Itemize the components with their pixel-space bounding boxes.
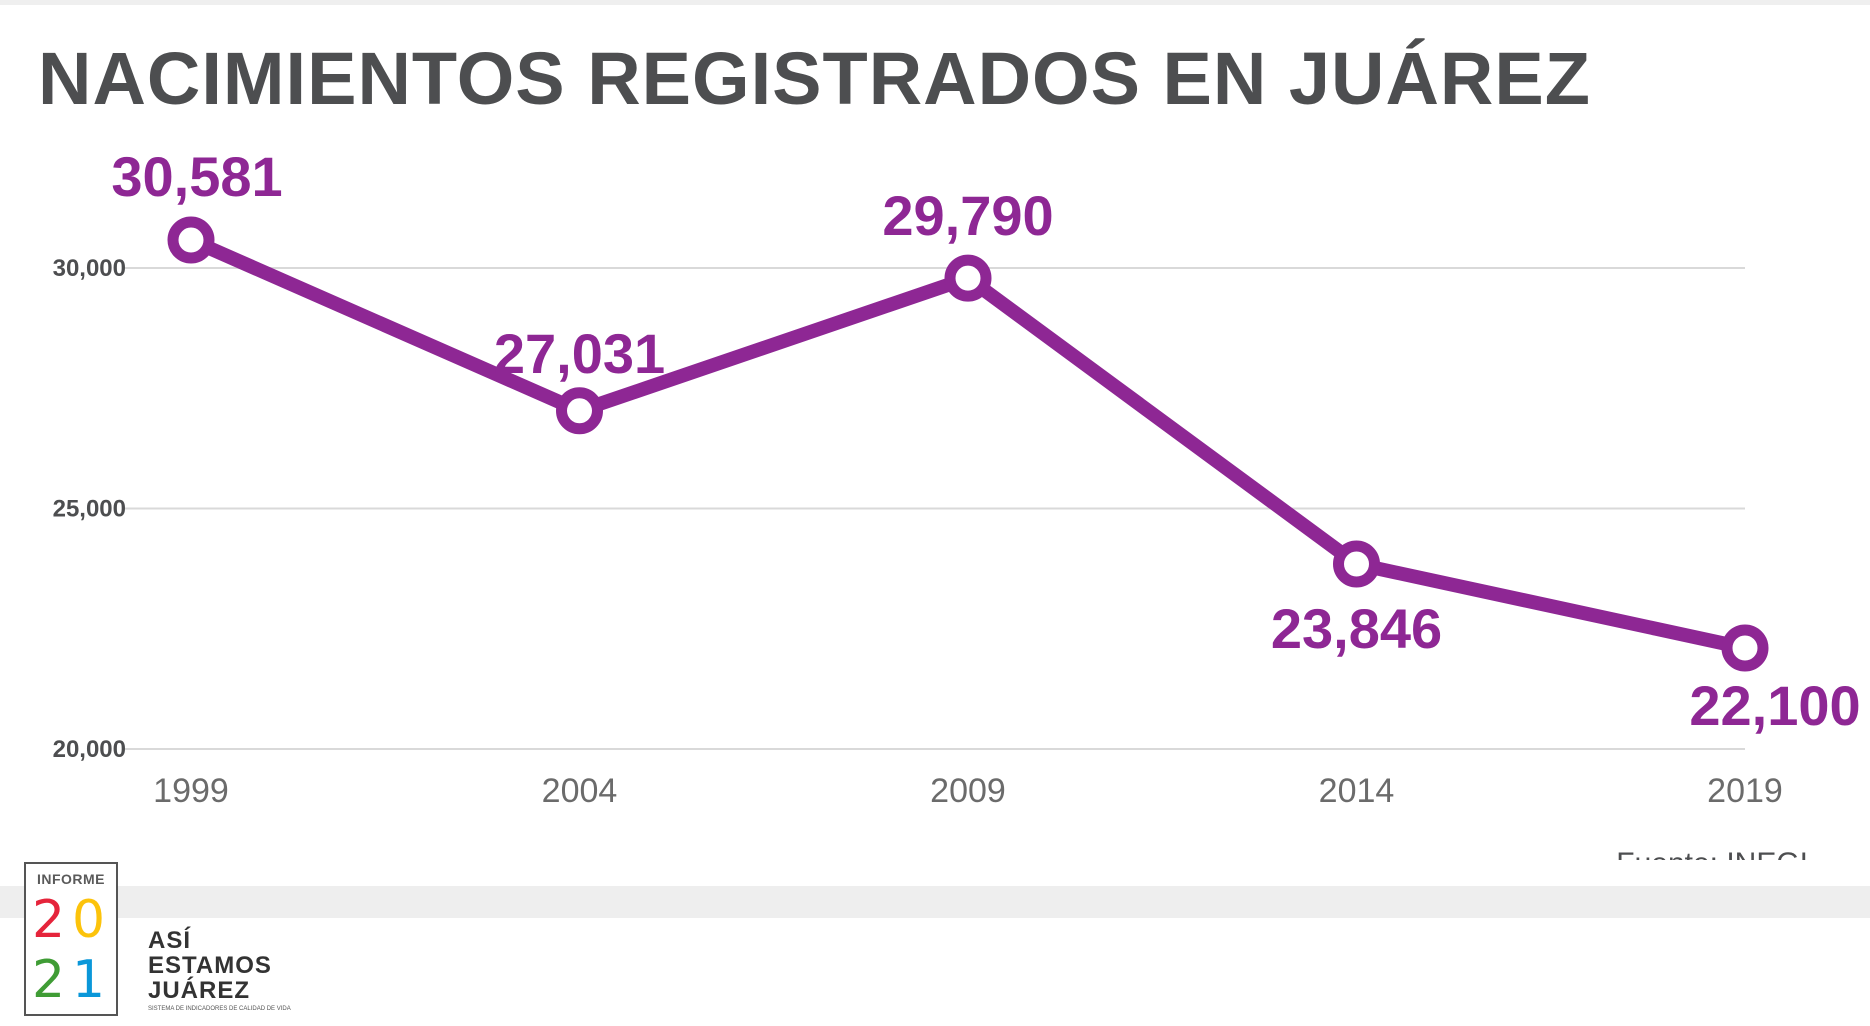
data-label-2004: 27,031 (494, 322, 665, 385)
data-point-2014 (1333, 540, 1380, 588)
data-label-2019: 22,100 (1689, 674, 1860, 737)
logo-line-1: ASÍ (148, 927, 192, 954)
asi-estamos-juarez-logo: ASÍ ESTAMOS JUÁREZ SISTEMA DE INDICADORE… (148, 928, 291, 1013)
logo-line-2: ESTAMOS (148, 952, 272, 979)
data-point-2004 (556, 387, 603, 435)
y-tick-label: 25,000 (53, 496, 126, 523)
footer-area (0, 918, 1870, 1026)
badge-digit-1: 2 (32, 890, 66, 950)
x-tick-label: 2009 (930, 772, 1006, 810)
data-point-2019 (1721, 624, 1769, 672)
logo-line-3: JUÁREZ (148, 977, 251, 1004)
y-tick-label: 30,000 (53, 255, 126, 282)
badge-digit-2: 0 (72, 890, 106, 950)
logo-subtitle: SISTEMA DE INDICADORES DE CALIDAD DE VID… (148, 1006, 291, 1012)
badge-digit-3: 2 (32, 950, 66, 1010)
data-point-1999 (167, 216, 215, 264)
informe-2021-badge: INFORME 2 0 2 1 (24, 862, 118, 1016)
data-label-1999: 30,581 (111, 145, 282, 208)
badge-word: INFORME (36, 871, 106, 887)
data-label-2009: 29,790 (882, 184, 1053, 247)
chart-title: NACIMIENTOS REGISTRADOS EN JUÁREZ (38, 37, 1591, 120)
x-tick-label: 1999 (153, 772, 229, 810)
data-label-2014: 23,846 (1271, 597, 1442, 660)
data-point-2009 (944, 254, 992, 302)
y-tick-label: 20,000 (53, 736, 126, 763)
footer-band (0, 886, 1870, 918)
x-tick-label: 2014 (1319, 772, 1395, 810)
top-border (0, 0, 1870, 5)
x-tick-label: 2019 (1707, 772, 1783, 810)
badge-digit-4: 1 (72, 950, 106, 1010)
source-note: Fuente: INEGI (1616, 847, 1808, 860)
x-tick-label: 2004 (542, 772, 618, 810)
